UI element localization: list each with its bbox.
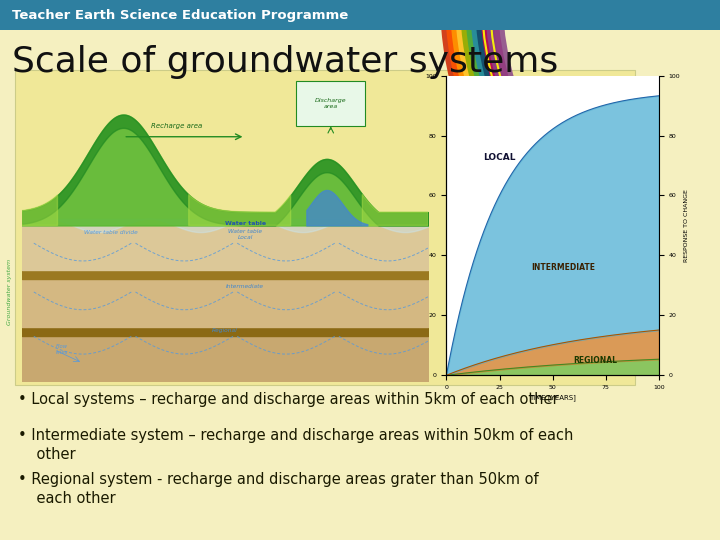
X-axis label: TIME [YEARS]: TIME [YEARS]	[529, 394, 576, 401]
Wedge shape	[485, 0, 602, 226]
Text: Water table divide: Water table divide	[84, 231, 138, 235]
Bar	[0, 0, 720, 30]
Text: REGIONAL: REGIONAL	[573, 356, 617, 366]
Wedge shape	[475, 0, 595, 234]
Text: Teacher Earth Science Education Programme: Teacher Earth Science Education Programm…	[12, 9, 348, 22]
Text: Water table: Water table	[225, 221, 266, 226]
FancyBboxPatch shape	[296, 82, 365, 126]
Text: Intermediate: Intermediate	[226, 284, 264, 288]
Text: • Intermediate system – recharge and discharge areas within 50km of each
    oth: • Intermediate system – recharge and dis…	[18, 428, 573, 462]
Wedge shape	[465, 0, 589, 241]
Text: Water table
Local: Water table Local	[228, 229, 262, 240]
Bar	[15, 70, 635, 385]
Wedge shape	[470, 0, 593, 238]
Y-axis label: RESPONSE TO CHANGE: RESPONSE TO CHANGE	[684, 189, 689, 262]
Wedge shape	[460, 0, 586, 245]
Text: Regional: Regional	[212, 328, 238, 333]
Wedge shape	[440, 0, 573, 260]
Wedge shape	[450, 0, 580, 253]
Wedge shape	[480, 0, 599, 230]
Text: Scale of groundwater systems: Scale of groundwater systems	[12, 45, 558, 79]
Text: Recharge area: Recharge area	[150, 123, 202, 129]
Text: INTERMEDIATE: INTERMEDIATE	[531, 264, 595, 272]
Text: LOCAL: LOCAL	[483, 152, 516, 161]
Text: Discharge
area: Discharge area	[315, 98, 346, 109]
Text: • Regional system - recharge and discharge areas grater than 50km of
    each ot: • Regional system - recharge and dischar…	[18, 472, 539, 506]
Text: • Local systems – recharge and discharge areas within 5km of each other: • Local systems – recharge and discharge…	[18, 392, 559, 407]
Text: Groundwater system: Groundwater system	[7, 259, 12, 325]
Wedge shape	[455, 0, 582, 249]
Wedge shape	[445, 0, 576, 256]
Text: Flow
lines: Flow lines	[56, 345, 68, 355]
